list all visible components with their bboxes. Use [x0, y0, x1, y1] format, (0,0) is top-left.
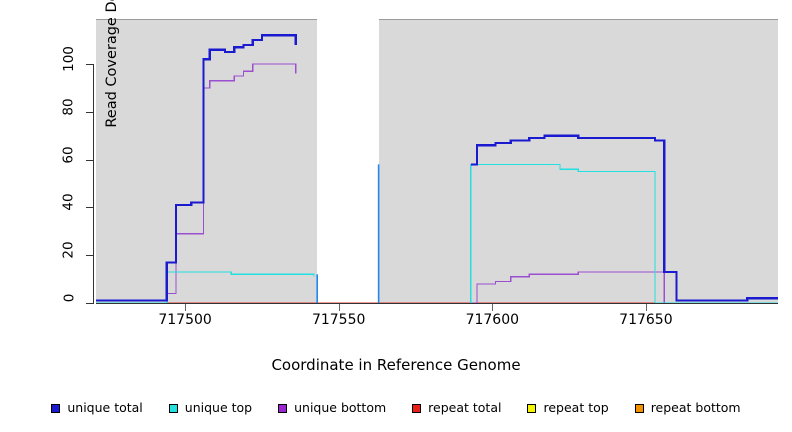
legend-label: repeat bottom	[650, 399, 741, 415]
legend-swatch-icon	[51, 403, 61, 413]
series-lines	[96, 34, 778, 304]
legend-label: unique top	[184, 399, 253, 415]
legend-label: repeat top	[543, 399, 609, 415]
y-axis-line	[93, 64, 94, 304]
x-axis-line	[96, 303, 778, 304]
legend-swatch-icon	[278, 403, 288, 413]
x-tick	[645, 304, 647, 311]
y-tick	[86, 207, 93, 209]
x-tick	[492, 304, 494, 311]
legend-label: unique total	[67, 399, 143, 415]
legend-item-unique-top[interactable]: unique top	[168, 399, 253, 415]
series-line	[470, 163, 778, 304]
legend-swatch-icon	[527, 403, 537, 413]
legend-item-repeat-top[interactable]: repeat top	[527, 399, 609, 415]
legend-label: unique bottom	[294, 399, 387, 415]
x-tick	[185, 304, 187, 311]
panel-top-rule-left	[96, 19, 318, 20]
y-tick-label: 80	[61, 98, 77, 116]
series-line	[96, 63, 297, 304]
x-tick-label: 717550	[311, 312, 366, 328]
series-line	[96, 271, 315, 304]
legend-item-repeat-total[interactable]: repeat total	[412, 399, 502, 415]
panel-background-left	[96, 20, 318, 303]
y-tick-label: 60	[61, 146, 77, 164]
y-tick	[86, 255, 93, 257]
y-tick	[86, 64, 93, 65]
plot-area	[96, 19, 778, 304]
x-tick-label: 717500	[158, 312, 212, 328]
y-tick-label: 20	[61, 241, 77, 259]
y-tick-label: 40	[61, 193, 77, 211]
y-tick	[86, 111, 93, 113]
legend-swatch-icon	[634, 403, 644, 413]
legend-swatch-icon	[168, 403, 178, 413]
series-line	[96, 34, 297, 302]
legend: unique total unique top unique bottom repea…	[0, 398, 792, 418]
y-tick-label: 100	[61, 46, 77, 72]
x-tick	[338, 304, 340, 311]
y-axis-title: Read Coverage Depth	[104, 0, 120, 128]
x-tick-label: 717600	[465, 312, 520, 328]
panel-background-right	[378, 20, 778, 303]
legend-label: repeat total	[428, 399, 502, 415]
x-tick-label: 717650	[619, 312, 673, 328]
y-tick-label: 0	[61, 293, 77, 303]
y-tick	[86, 303, 93, 304]
y-tick	[86, 159, 93, 161]
x-axis-title: Coordinate in Reference Genome	[271, 356, 521, 374]
series-line	[470, 134, 778, 302]
series-line	[470, 271, 778, 304]
panel-top-rule-right	[378, 19, 778, 20]
legend-item-repeat-bottom[interactable]: repeat bottom	[634, 399, 741, 415]
legend-item-unique-bottom[interactable]: unique bottom	[278, 399, 387, 415]
legend-item-unique-total[interactable]: unique total	[51, 399, 143, 415]
legend-swatch-icon	[412, 403, 422, 413]
